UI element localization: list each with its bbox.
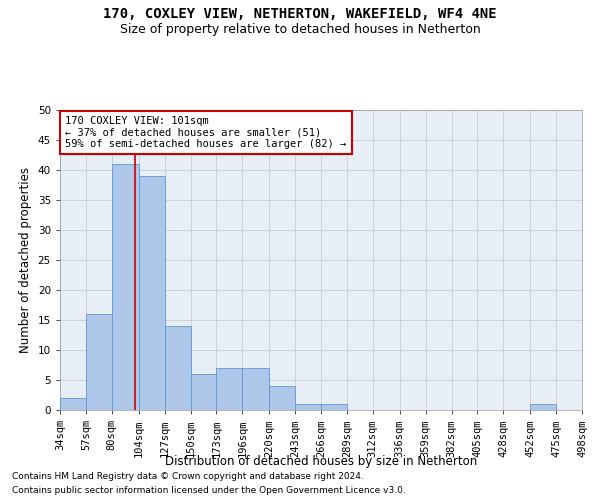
Bar [164, 326, 191, 410]
Text: Contains public sector information licensed under the Open Government Licence v3: Contains public sector information licen… [12, 486, 406, 495]
Text: 170 COXLEY VIEW: 101sqm
← 37% of detached houses are smaller (51)
59% of semi-de: 170 COXLEY VIEW: 101sqm ← 37% of detache… [65, 116, 346, 149]
Bar [217, 368, 242, 410]
Text: Distribution of detached houses by size in Netherton: Distribution of detached houses by size … [165, 455, 477, 468]
Bar [242, 368, 269, 410]
Bar [269, 386, 295, 410]
Bar [86, 314, 112, 410]
Bar [191, 374, 217, 410]
Bar [530, 404, 556, 410]
Text: Size of property relative to detached houses in Netherton: Size of property relative to detached ho… [119, 22, 481, 36]
Text: Contains HM Land Registry data © Crown copyright and database right 2024.: Contains HM Land Registry data © Crown c… [12, 472, 364, 481]
Bar [60, 398, 86, 410]
Text: 170, COXLEY VIEW, NETHERTON, WAKEFIELD, WF4 4NE: 170, COXLEY VIEW, NETHERTON, WAKEFIELD, … [103, 8, 497, 22]
Bar [139, 176, 164, 410]
Bar [321, 404, 347, 410]
Y-axis label: Number of detached properties: Number of detached properties [19, 167, 32, 353]
Bar [295, 404, 321, 410]
Bar [112, 164, 139, 410]
